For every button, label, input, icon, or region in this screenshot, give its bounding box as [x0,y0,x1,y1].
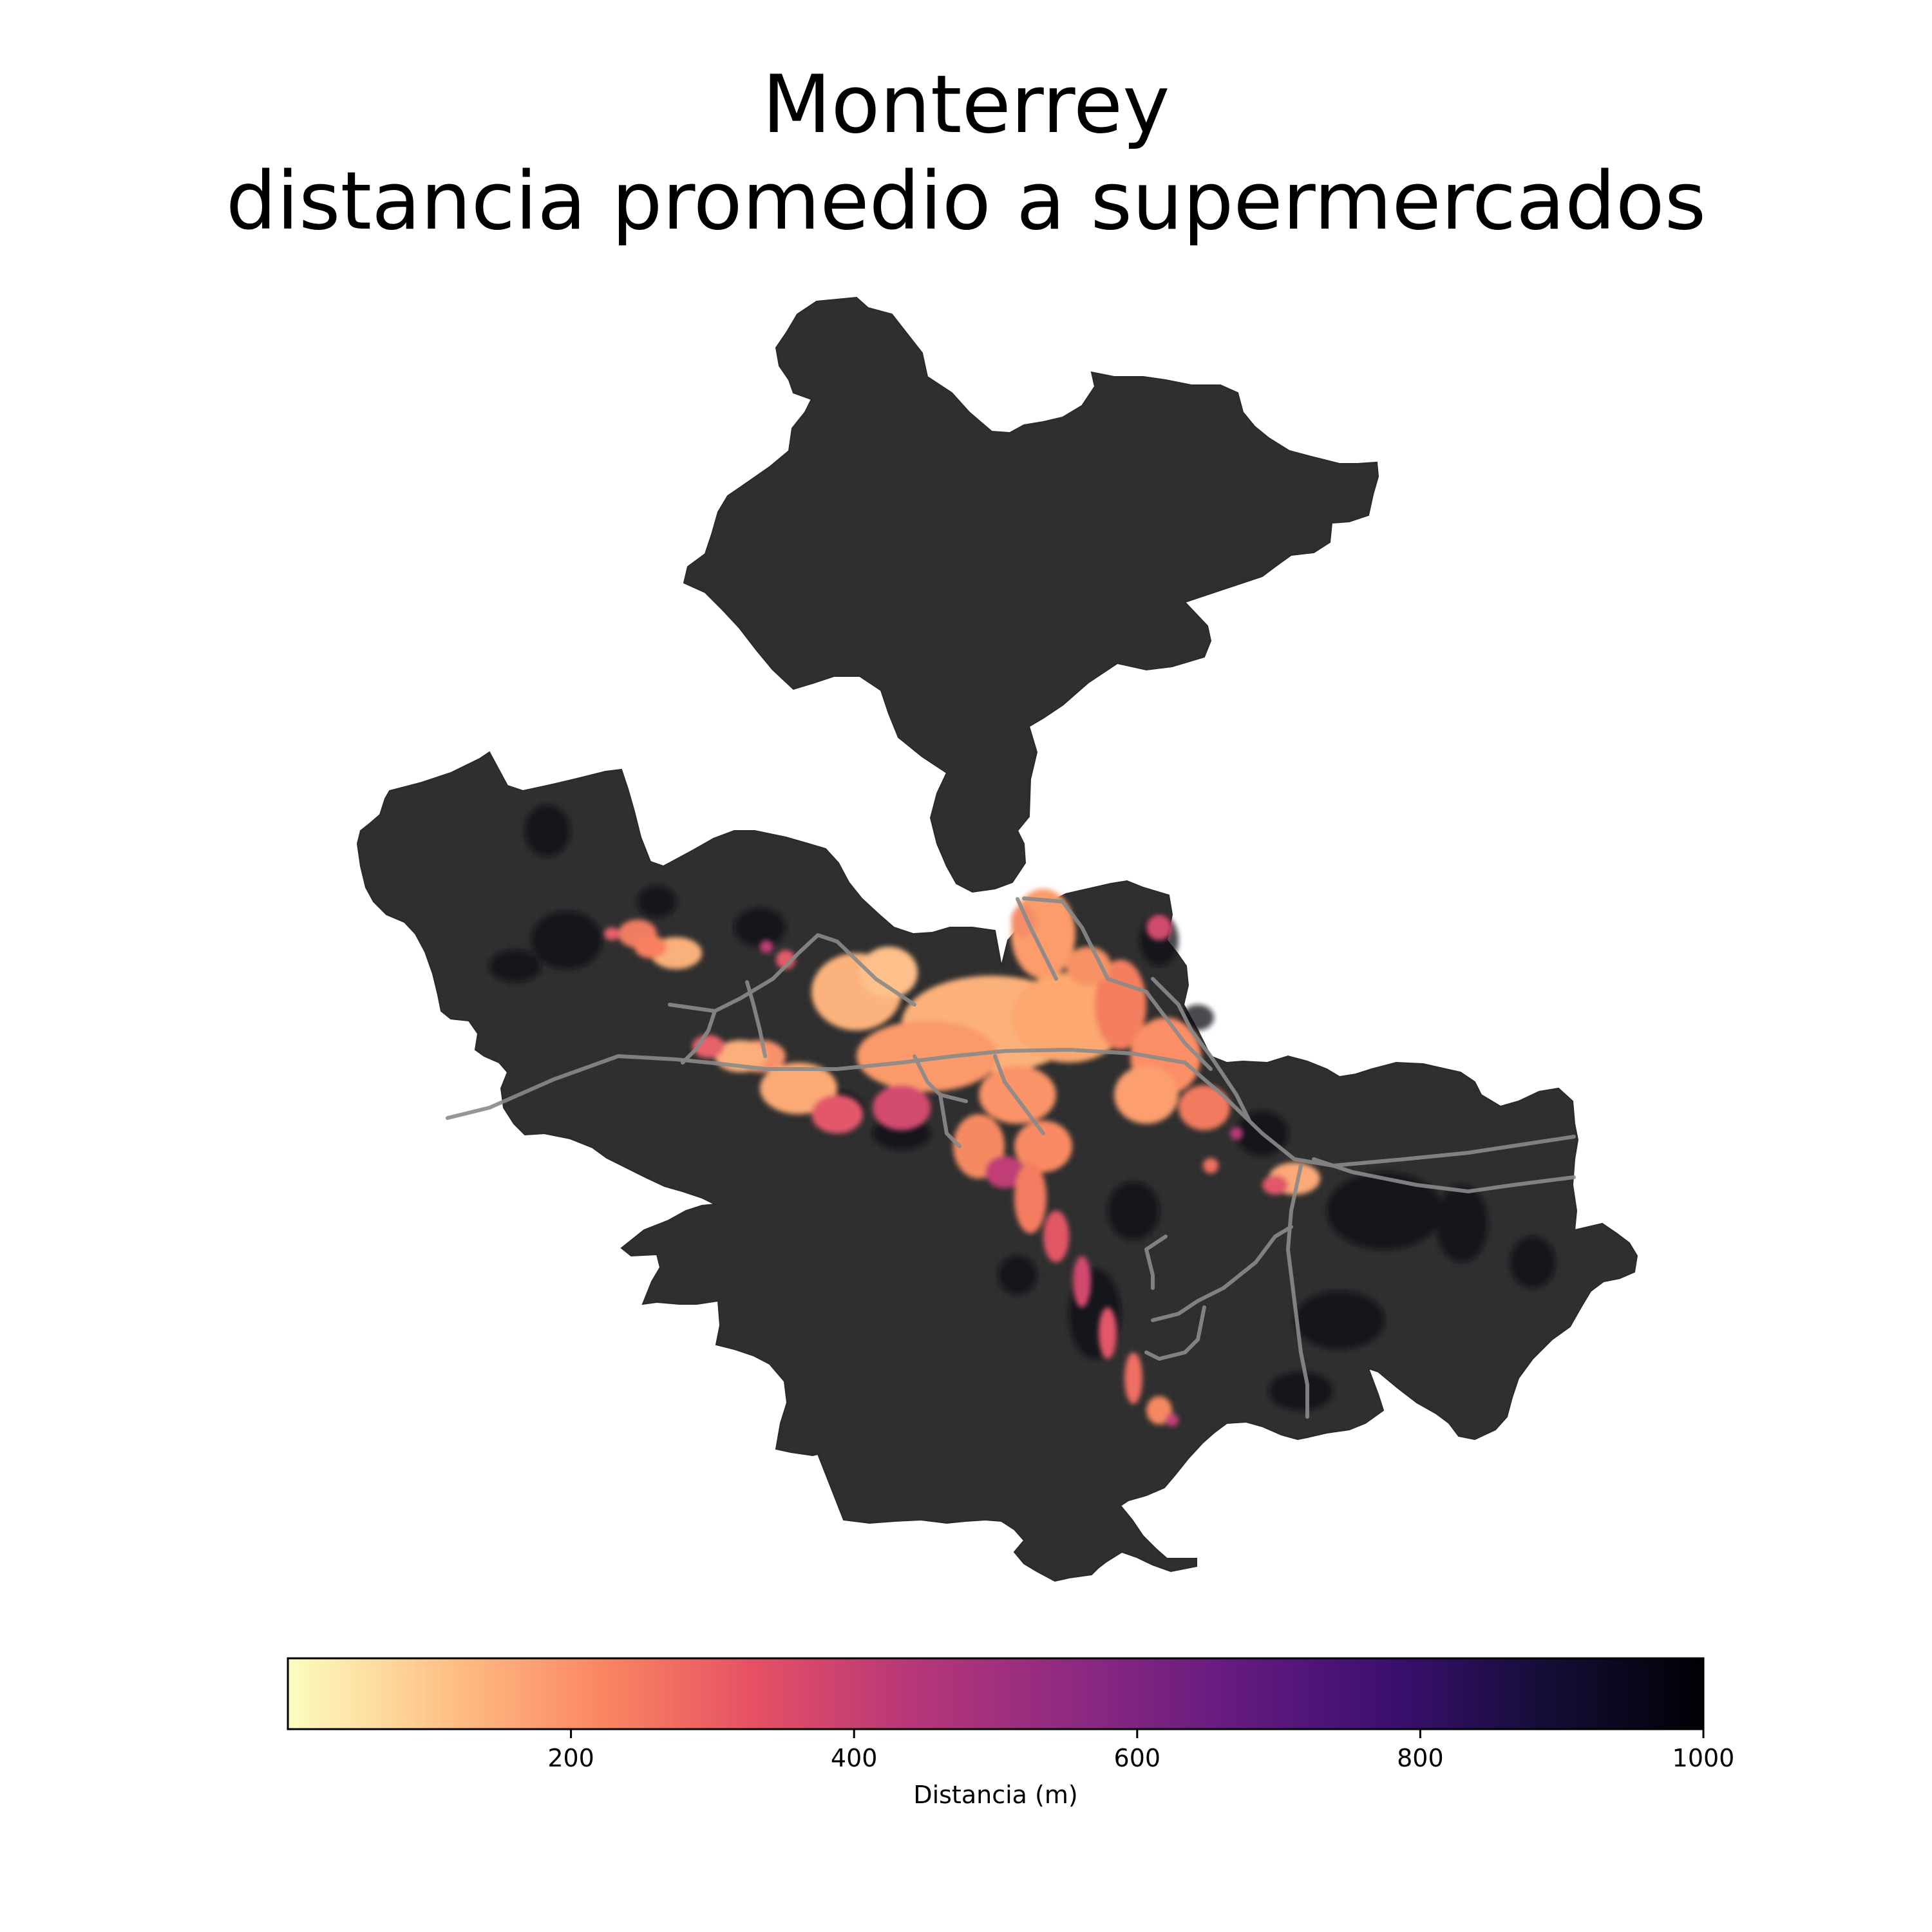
title-subtitle: distancia promedio a supermercados [225,155,1707,248]
colorbar-tick-label: 600 [1114,1744,1161,1772]
colorbar-ticks: 200 400 600 800 1000 [547,1729,1734,1772]
colorbar-tick-label: 800 [1397,1744,1444,1772]
colorbar-tick-label: 200 [547,1744,594,1772]
map-title: Monterrey distancia promedio a supermerc… [0,57,1932,250]
colorbar-tick-label: 400 [831,1744,878,1772]
colorbar-tick-label: 1000 [1672,1744,1735,1772]
road-network [446,896,1576,1419]
region-north [683,296,1379,893]
near-distance-cells [604,889,1320,1426]
colorbar-gradient [287,1657,1705,1730]
colorbar-label: Distancia (m) [913,1781,1077,1809]
title-city: Monterrey [762,59,1170,151]
